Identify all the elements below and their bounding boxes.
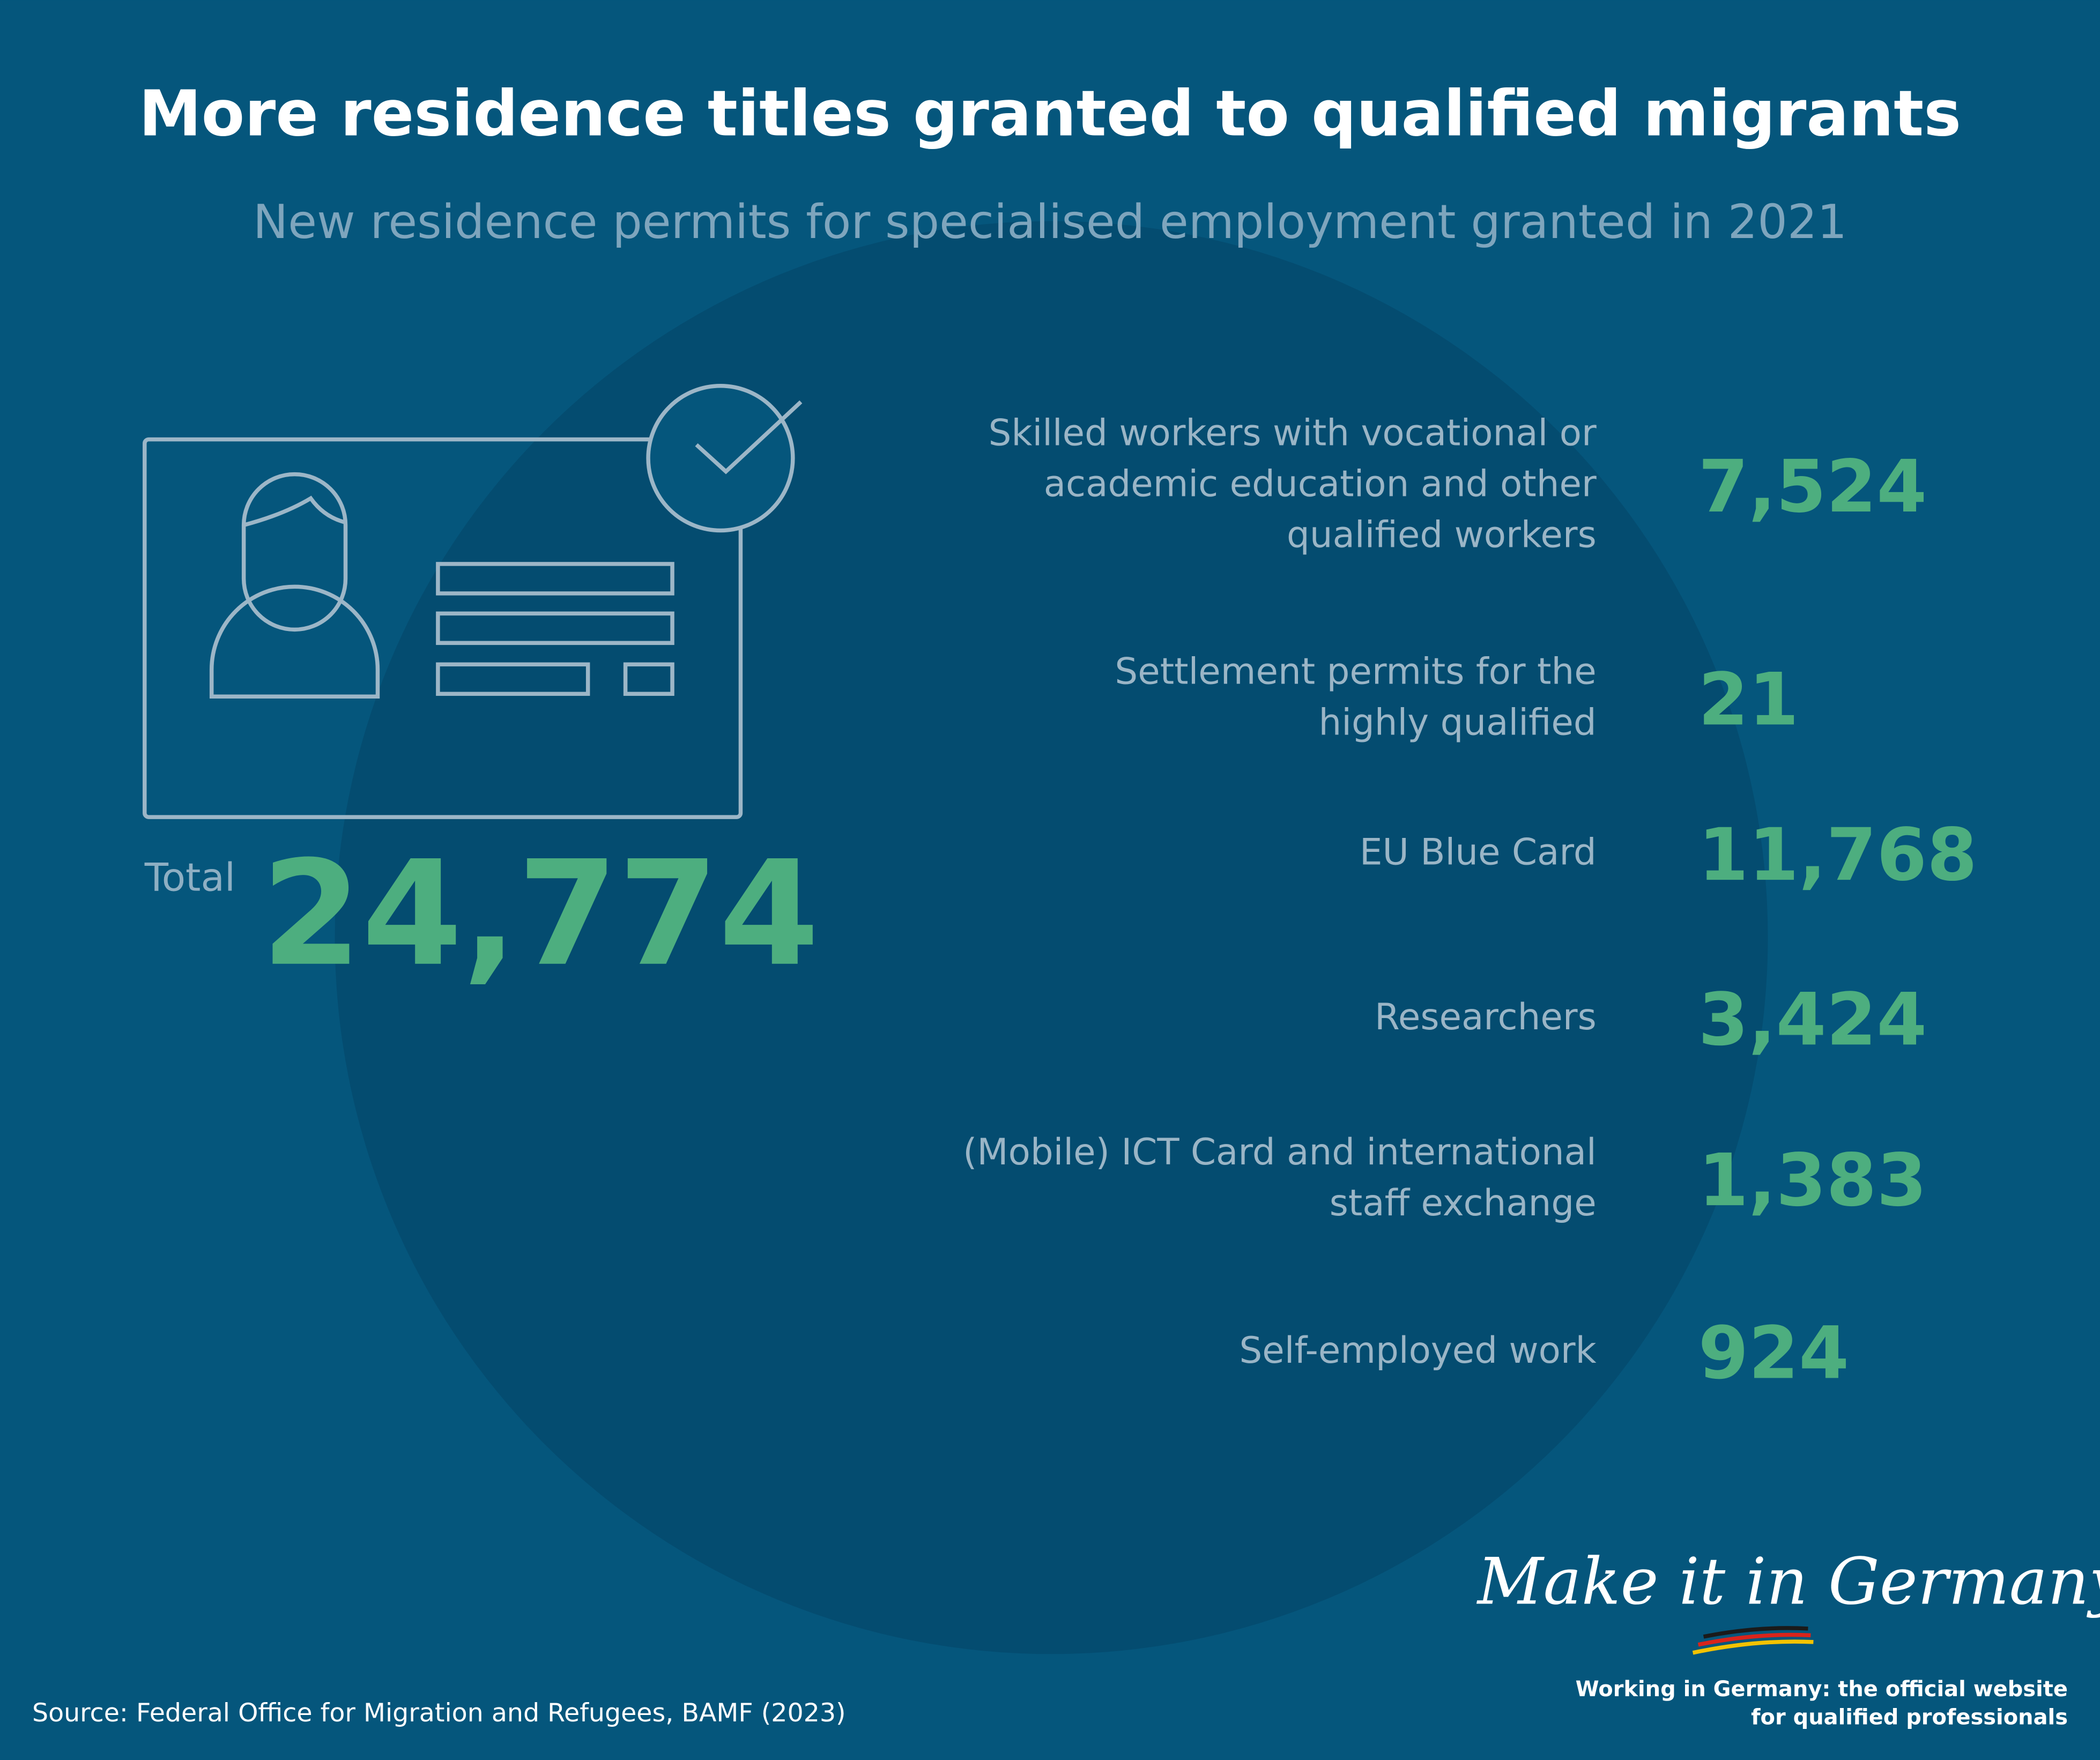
item-label: Skilled workers with vocational or <box>989 412 1597 454</box>
flag-stripes <box>1692 1626 1814 1655</box>
item-value: 21 <box>1698 657 1799 741</box>
item-label: Self-employed work <box>1239 1329 1596 1371</box>
item-label: Settlement permits for the <box>1115 650 1596 692</box>
card-line <box>436 662 590 696</box>
stripe <box>1692 1639 1814 1655</box>
item-value: 11,768 <box>1698 813 1977 897</box>
item-label: EU Blue Card <box>1360 831 1597 873</box>
total-value: 24,774 <box>261 830 819 998</box>
check-circle <box>646 383 795 533</box>
source: Source: Federal Office for Migration and… <box>32 1698 846 1728</box>
stripe <box>1697 1632 1811 1647</box>
subtitle: New residence permits for specialised em… <box>253 195 1847 249</box>
item-value: 1,383 <box>1698 1138 1927 1222</box>
person-body <box>209 584 380 699</box>
card-outline <box>143 437 743 819</box>
stripe <box>1703 1626 1808 1639</box>
check-mark <box>695 400 803 474</box>
items: Skilled workers with vocational or academ… <box>963 412 1977 1395</box>
background-circle <box>335 221 1768 1654</box>
tagline: for qualified professionals <box>1751 1705 2068 1729</box>
tagline: Working in Germany: the official website <box>1576 1677 2068 1702</box>
item-label: staff exchange <box>1330 1182 1597 1224</box>
card-line <box>623 662 674 696</box>
logo: Make it in Germany <box>1476 1545 2100 1620</box>
card-line <box>436 562 674 596</box>
item-label: (Mobile) ICT Card and international <box>963 1131 1597 1173</box>
title: More residence titles granted to qualifi… <box>139 77 1961 150</box>
item-label: qualified workers <box>1287 514 1597 556</box>
item-label: academic education and other <box>1044 463 1597 505</box>
item-value: 924 <box>1698 1311 1850 1395</box>
card-line <box>436 611 674 645</box>
total-label: Total <box>144 856 235 901</box>
item-label: highly qualified <box>1318 701 1596 743</box>
person-head <box>241 472 348 632</box>
item-label: Researchers <box>1375 996 1597 1038</box>
item-value: 7,524 <box>1698 444 1927 529</box>
id-card-icon <box>143 383 803 819</box>
item-value: 3,424 <box>1698 977 1927 1061</box>
